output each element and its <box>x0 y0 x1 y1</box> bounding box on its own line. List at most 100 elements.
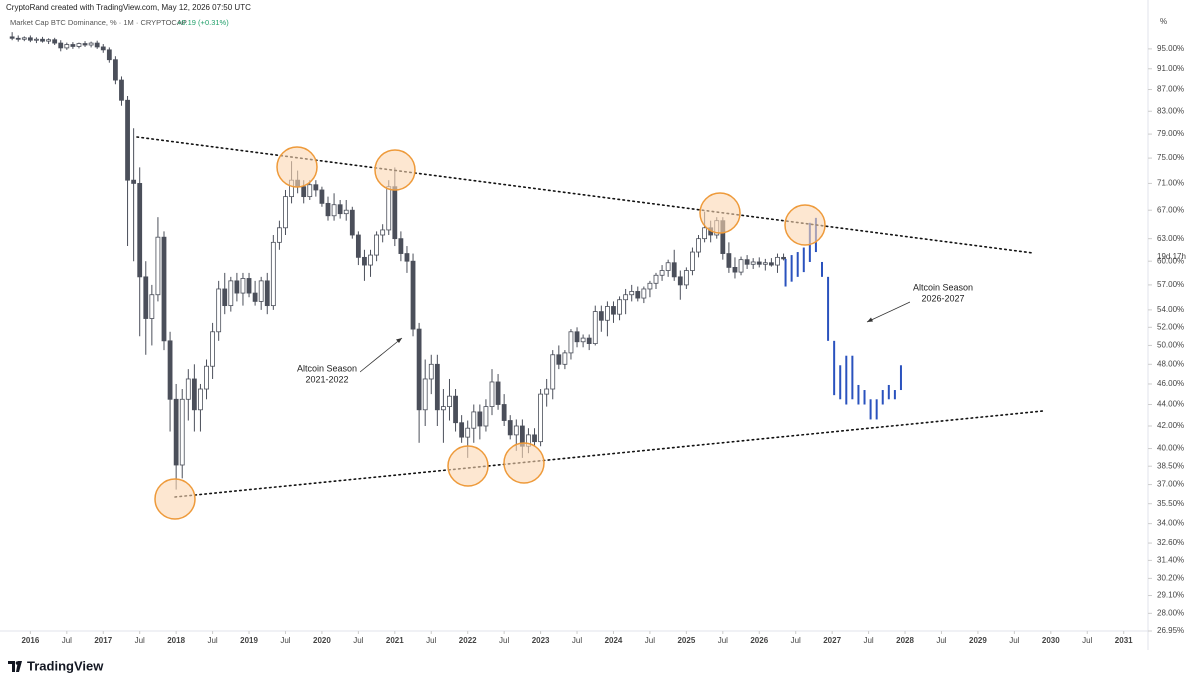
candle-body <box>343 209 349 215</box>
candle-body <box>283 196 288 229</box>
x-tick-label: 2021 <box>386 636 404 645</box>
candle-body <box>21 37 27 40</box>
candle-body <box>264 280 270 307</box>
y-tick-label: 83.00% <box>1157 106 1184 115</box>
y-unit: % <box>1160 17 1167 26</box>
chart-title: Market Cap BTC Dominance, % · 1M · CRYPT… <box>10 18 187 27</box>
candle-body <box>191 378 197 411</box>
candle-body <box>641 288 647 299</box>
x-tick-label: 2020 <box>313 636 331 645</box>
y-tick-label: 50.00% <box>1157 341 1184 350</box>
y-tick-label: 57.00% <box>1157 280 1184 289</box>
candle-body <box>702 227 707 240</box>
y-tick-label: 32.60% <box>1157 538 1184 547</box>
candle-body <box>580 337 586 343</box>
candle-body <box>40 38 45 42</box>
candle-body <box>447 395 452 408</box>
candle-body <box>131 179 137 184</box>
candle-body <box>216 288 222 333</box>
candle-body <box>592 311 598 344</box>
highlight-circle <box>447 445 489 487</box>
candle-body <box>665 262 671 271</box>
candle-body <box>228 280 234 307</box>
candle-body <box>27 37 33 41</box>
candle-body <box>598 311 604 321</box>
candle-body <box>173 398 179 466</box>
x-tick-label: Jul <box>572 636 582 645</box>
candle-body <box>270 241 276 307</box>
y-tick-label: 26.95% <box>1157 626 1184 635</box>
candle-body <box>362 256 367 266</box>
candle-body <box>732 267 738 273</box>
y-tick-label: 67.00% <box>1157 205 1184 214</box>
candle-body <box>605 306 610 321</box>
candle-body <box>277 227 282 243</box>
highlight-circle <box>276 146 318 188</box>
candle-body <box>58 42 64 49</box>
highlight-circle <box>154 478 196 520</box>
candle-body <box>434 363 440 411</box>
x-tick-label: Jul <box>62 636 72 645</box>
highlight-circle <box>374 149 416 191</box>
candle-body <box>410 260 416 330</box>
candle-body <box>744 259 750 265</box>
y-tick-label: 60.00% <box>1157 256 1184 265</box>
x-tick-label: 2031 <box>1115 636 1133 645</box>
candle-body <box>762 262 768 265</box>
x-tick-label: 2030 <box>1042 636 1060 645</box>
candle-body <box>477 411 483 427</box>
projection-bar <box>821 261 823 277</box>
annotation-arrow <box>866 301 911 323</box>
candle-body <box>495 381 501 405</box>
candle-body <box>64 44 70 49</box>
candle-body <box>137 183 143 278</box>
candle-body <box>100 46 106 51</box>
y-tick-label: 71.00% <box>1157 179 1184 188</box>
candle-body <box>161 236 167 342</box>
candle-body <box>677 276 683 286</box>
x-tick-label: 2028 <box>896 636 914 645</box>
y-tick-label: 30.20% <box>1157 574 1184 583</box>
candle-body <box>398 238 404 254</box>
candle-body <box>319 189 325 204</box>
x-tick-label: 2023 <box>532 636 550 645</box>
x-tick-label: Jul <box>863 636 873 645</box>
candle-body <box>756 261 762 265</box>
candle-body <box>544 388 550 395</box>
x-tick-label: Jul <box>718 636 728 645</box>
highlight-circle <box>784 204 826 246</box>
candle-body <box>422 378 428 411</box>
projection-bar <box>875 399 878 420</box>
x-tick-label: Jul <box>1082 636 1092 645</box>
candle-body <box>179 398 185 466</box>
candle-body <box>88 42 94 46</box>
y-tick-label: 63.00% <box>1157 234 1184 243</box>
y-tick-label: 48.00% <box>1157 359 1184 368</box>
y-tick-label: 29.10% <box>1157 591 1184 600</box>
candle-body <box>769 262 774 266</box>
candle-body <box>586 337 592 344</box>
candle-body <box>459 422 465 438</box>
y-tick-label: 46.00% <box>1157 379 1184 388</box>
candle-body <box>750 261 756 265</box>
candle-body <box>392 186 398 240</box>
candle-body <box>185 378 191 400</box>
annotation-box <box>910 282 976 306</box>
x-tick-label: 2016 <box>21 636 39 645</box>
candle-body <box>167 340 173 400</box>
x-tick-label: Jul <box>791 636 801 645</box>
projection-bar <box>845 355 848 405</box>
y-tick-label: 37.00% <box>1157 480 1184 489</box>
candle-body <box>428 363 434 380</box>
y-tick-label: 79.00% <box>1157 129 1184 138</box>
y-tick-label: 44.00% <box>1157 400 1184 409</box>
highlight-circle <box>699 192 741 234</box>
y-tick-label: 35.50% <box>1157 499 1184 508</box>
y-tick-label: 54.00% <box>1157 305 1184 314</box>
candle-body <box>556 354 562 365</box>
candle-body <box>532 434 537 443</box>
projection-bar <box>851 355 854 400</box>
candle-body <box>647 282 653 290</box>
annotation-arrowhead <box>396 338 402 343</box>
x-tick-label: 2029 <box>969 636 987 645</box>
